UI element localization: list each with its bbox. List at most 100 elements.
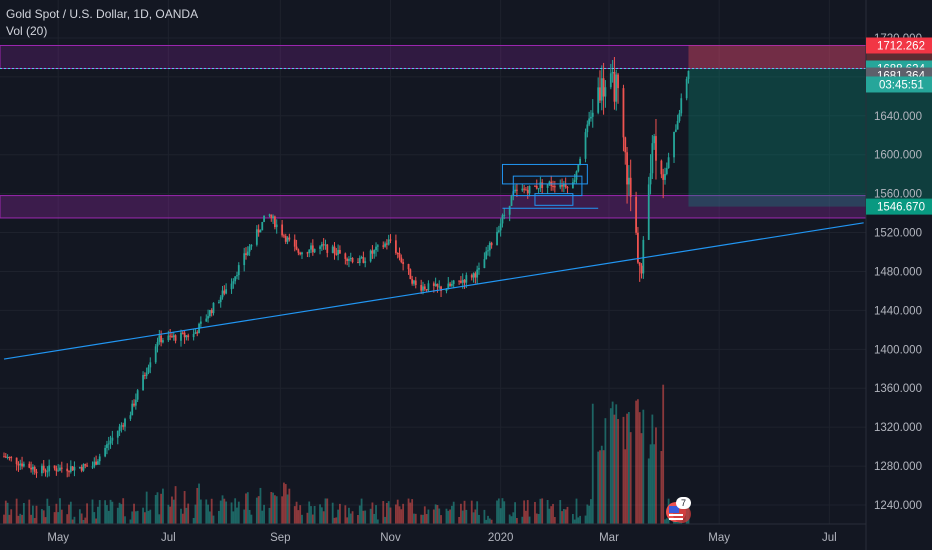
candle-body bbox=[10, 457, 13, 459]
volume-bar bbox=[474, 509, 477, 524]
candle-body bbox=[174, 335, 177, 341]
chart-legend[interactable]: Gold Spot / U.S. Dollar, 1D, OANDA Vol (… bbox=[6, 6, 198, 40]
candle-body bbox=[59, 467, 61, 471]
volume-bar bbox=[626, 413, 628, 524]
candle-body bbox=[561, 184, 563, 187]
candle-body bbox=[319, 246, 321, 249]
volume-bar bbox=[293, 506, 296, 524]
volume-bar bbox=[357, 514, 359, 524]
volume-bar bbox=[649, 444, 652, 524]
candle-body bbox=[385, 243, 388, 245]
candle-body bbox=[638, 262, 641, 266]
volume-bar bbox=[46, 498, 49, 524]
volume-bar bbox=[118, 502, 121, 524]
candle-body bbox=[523, 188, 526, 190]
candle-body bbox=[627, 177, 630, 185]
volume-bar bbox=[535, 513, 538, 524]
candle-body bbox=[434, 283, 437, 286]
candle-body bbox=[425, 289, 428, 291]
candle-body bbox=[483, 259, 486, 269]
volume-bar bbox=[662, 384, 665, 524]
stop-price-tag-bg bbox=[866, 198, 932, 215]
symbol-title[interactable]: Gold Spot / U.S. Dollar, 1D, OANDA bbox=[6, 7, 199, 21]
volume-bar bbox=[358, 505, 361, 524]
candle-body bbox=[68, 471, 70, 473]
candle-body bbox=[490, 242, 493, 246]
candle-body bbox=[387, 239, 390, 245]
candle-body bbox=[274, 216, 276, 228]
candle-body bbox=[438, 286, 441, 288]
volume-bar bbox=[120, 504, 123, 524]
volume-bar bbox=[109, 499, 112, 524]
volume-bar bbox=[615, 404, 618, 524]
candle-body bbox=[183, 332, 186, 338]
candle-body bbox=[8, 457, 11, 459]
candle-body bbox=[306, 252, 309, 254]
time-axis[interactable]: May Jul Sep Nov 2020 Mar May Jul bbox=[0, 523, 866, 544]
candle-body bbox=[84, 464, 87, 466]
notification-badge[interactable]: 7 bbox=[676, 497, 692, 509]
volume-bar bbox=[324, 498, 327, 524]
volume-bar bbox=[635, 400, 637, 524]
volume-bar bbox=[362, 510, 365, 524]
volume-bar bbox=[199, 499, 202, 524]
candle-body bbox=[3, 456, 5, 458]
volume-bar bbox=[422, 514, 424, 524]
volume-bar bbox=[622, 416, 625, 524]
candle-body bbox=[199, 321, 202, 324]
candle-body bbox=[586, 124, 589, 133]
candle-body bbox=[275, 224, 278, 228]
volume-bar bbox=[490, 519, 493, 524]
volume-bar bbox=[281, 496, 284, 524]
volume-bar bbox=[655, 427, 657, 524]
candle-body bbox=[584, 132, 587, 159]
candle-body bbox=[376, 245, 379, 247]
candle-body bbox=[69, 466, 72, 472]
grid bbox=[0, 0, 866, 524]
candle-body bbox=[120, 425, 123, 427]
volume-bar bbox=[450, 505, 453, 524]
volume-bar bbox=[31, 505, 34, 524]
candle-body bbox=[516, 189, 518, 191]
candle-body bbox=[604, 87, 607, 97]
candle-body bbox=[223, 290, 226, 294]
volume-bar bbox=[402, 503, 405, 524]
countdown-tag: 03:45:51 bbox=[879, 79, 924, 91]
candle-body bbox=[613, 72, 616, 102]
volume-indicator-label[interactable]: Vol (20) bbox=[6, 24, 48, 38]
candle-body bbox=[339, 249, 341, 254]
volume-bar bbox=[445, 508, 448, 524]
volume-bar bbox=[427, 509, 430, 524]
candle-body bbox=[295, 246, 298, 250]
candle-body bbox=[635, 196, 637, 233]
volume-bar bbox=[30, 514, 32, 524]
volume-bar bbox=[301, 514, 303, 524]
candle-body bbox=[602, 78, 605, 97]
candle-body bbox=[4, 456, 7, 458]
volume-bar bbox=[600, 445, 603, 524]
volume-bar bbox=[134, 511, 137, 524]
candle-body bbox=[31, 466, 34, 470]
candle-body bbox=[255, 229, 258, 245]
volume-bar bbox=[458, 516, 461, 524]
candle-body bbox=[647, 184, 650, 240]
candle-body bbox=[375, 246, 377, 250]
candle-body bbox=[80, 467, 83, 471]
candle-body bbox=[78, 467, 81, 469]
volume-bar bbox=[172, 499, 175, 524]
candle-body bbox=[293, 239, 296, 247]
volume-bar bbox=[550, 506, 553, 524]
candle-body bbox=[649, 173, 652, 185]
candle-body bbox=[422, 286, 424, 291]
candle-body bbox=[528, 185, 531, 194]
volume-bar bbox=[588, 505, 591, 524]
volume-bar bbox=[15, 498, 18, 524]
candle-body bbox=[411, 279, 414, 284]
candle-body bbox=[136, 390, 139, 400]
candle-body bbox=[465, 275, 468, 283]
volume-bar bbox=[461, 510, 464, 524]
volume-bar bbox=[57, 512, 60, 524]
candle-body bbox=[207, 316, 209, 319]
candle-body bbox=[667, 157, 670, 169]
